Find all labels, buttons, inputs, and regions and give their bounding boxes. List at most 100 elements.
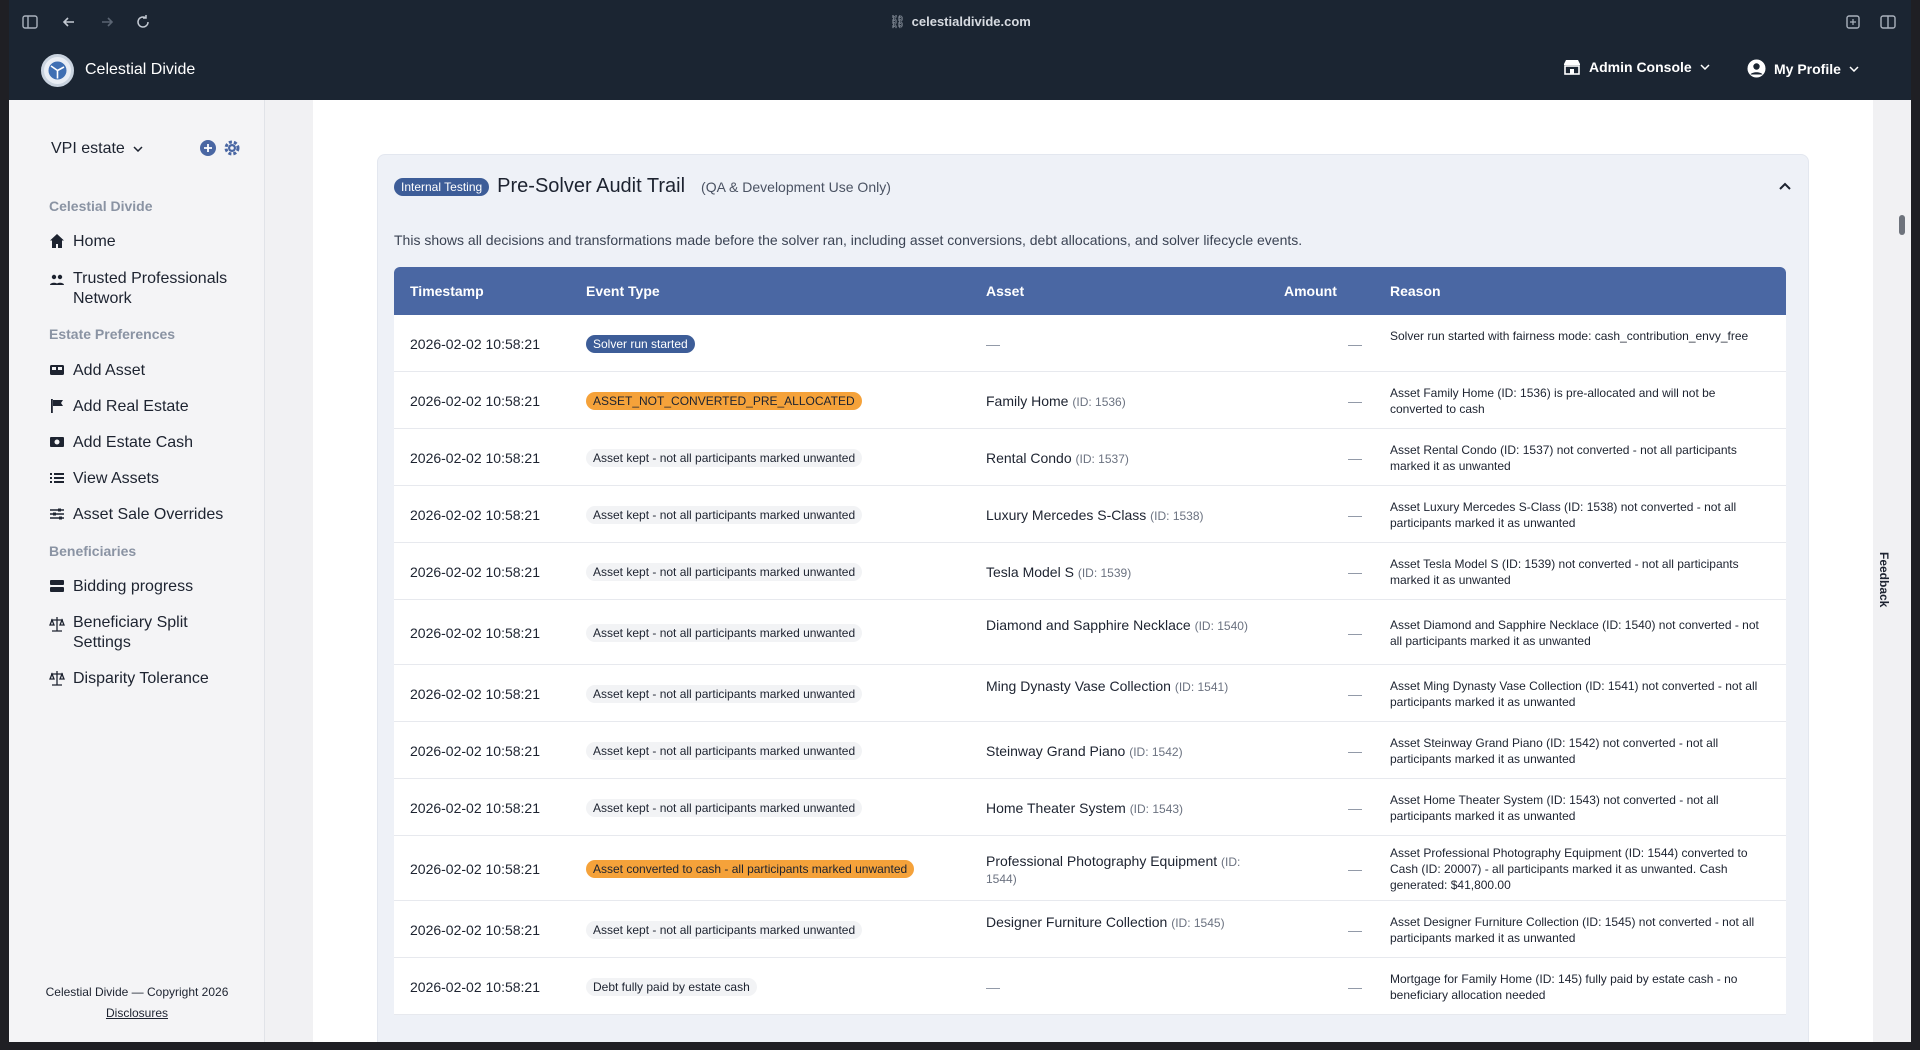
back-icon[interactable] [61, 14, 77, 30]
amount-cell: — [1348, 685, 1362, 702]
sidebar-item-disparity-tolerance[interactable]: Disparity Tolerance [49, 669, 209, 689]
event-type-cell: Asset kept - not all participants marked… [586, 623, 863, 642]
amount-cell: — [1348, 506, 1362, 523]
event-badge: ASSET_NOT_CONVERTED_PRE_ALLOCATED [586, 391, 862, 410]
event-type-cell: Debt fully paid by estate cash [586, 977, 757, 996]
asset-cell: Steinway Grand Piano (ID: 1542) [986, 743, 1251, 760]
scrollbar-thumb[interactable] [1899, 215, 1905, 235]
event-badge: Asset kept - not all participants marked… [586, 798, 863, 817]
column-header-event-type[interactable]: Event Type [586, 283, 660, 299]
event-type-cell: Solver run started [586, 334, 695, 353]
sidebar-item-add-real-estate[interactable]: Add Real Estate [49, 397, 189, 417]
table-row: 2026-02-02 10:58:21 ASSET_NOT_CONVERTED_P… [394, 372, 1786, 429]
sidebar-section-estate-preferences: Estate Preferences [49, 326, 176, 342]
chevron-down-icon [1700, 64, 1710, 70]
sidebar-toggle-icon[interactable] [22, 14, 38, 30]
timestamp-cell: 2026-02-02 10:58:21 [410, 449, 540, 466]
event-badge: Solver run started [586, 334, 695, 353]
add-estate-icon[interactable] [199, 139, 217, 157]
reason-cell: Solver run started with fairness mode: c… [1390, 328, 1749, 343]
sidebar-item-label: Bidding progress [73, 578, 194, 595]
sidebar-item-label: Trusted Professionals Network [73, 270, 228, 307]
amount-cell: — [1348, 449, 1362, 466]
asset-name: Designer Furniture Collection [986, 913, 1168, 930]
sidebar: VPI estate Celestial Divide Home Trusted… [9, 100, 265, 1042]
sidebar-item-beneficiary-split-settings[interactable]: Beneficiary Split Settings [49, 613, 199, 653]
reason-cell: Asset Professional Photography Equipment… [1390, 845, 1748, 892]
audit-trail-subtitle: (QA & Development Use Only) [701, 178, 891, 195]
sidebar-item-trusted-professionals[interactable]: Trusted Professionals Network [49, 269, 249, 309]
event-badge: Asset kept - not all participants marked… [586, 448, 863, 467]
table-row: 2026-02-02 10:58:21 Asset kept - not all … [394, 901, 1786, 958]
admin-console-menu[interactable]: Admin Console [1563, 59, 1710, 75]
reason-cell: Asset Tesla Model S (ID: 1539) not conve… [1390, 556, 1739, 587]
sliders-icon [50, 508, 64, 520]
timestamp-cell: 2026-02-02 10:58:21 [410, 506, 540, 523]
asset-id: (ID: 1543) [1129, 801, 1184, 816]
amount-cell: — [1348, 392, 1362, 409]
asset-id: (ID: 1545) [1171, 915, 1225, 930]
address-bar[interactable]: ⛓ celestialdivide.com [9, 14, 1911, 30]
sidebar-item-add-estate-cash[interactable]: Add Estate Cash [49, 433, 193, 453]
reason-cell: Asset Rental Condo (ID: 1537) not conver… [1390, 442, 1737, 473]
estate-selector[interactable]: VPI estate [51, 140, 143, 158]
timestamp-cell: 2026-02-02 10:58:21 [410, 335, 540, 352]
link-icon: ⛓ [889, 14, 906, 29]
table-row: 2026-02-02 10:58:21 Asset kept - not all … [394, 779, 1786, 836]
scale-icon [49, 617, 65, 632]
reason-cell: Mortgage for Family Home (ID: 145) fully… [1390, 971, 1738, 1002]
timestamp-cell: 2026-02-02 10:58:21 [410, 978, 540, 995]
brand-logo-icon[interactable] [41, 54, 74, 87]
app-header: Celestial Divide Admin Console My Profil… [9, 42, 1911, 100]
reason-cell: Asset Family Home (ID: 1536) is pre-allo… [1390, 385, 1716, 416]
browser-window: ⛓ celestialdivide.com Celestial Divide Ad… [9, 0, 1911, 1042]
brand-name[interactable]: Celestial Divide [85, 61, 196, 78]
list-icon [50, 473, 64, 483]
event-badge: Asset kept - not all participants marked… [586, 562, 863, 581]
sidebar-item-add-asset[interactable]: Add Asset [49, 361, 145, 381]
gear-icon[interactable] [223, 139, 241, 157]
copyright-text: Celestial Divide — Copyright 2026 [45, 985, 229, 999]
event-badge: Debt fully paid by estate cash [586, 977, 757, 996]
share-icon[interactable] [1845, 14, 1861, 30]
column-header-reason[interactable]: Reason [1390, 283, 1441, 299]
amount-cell: — [1348, 978, 1362, 995]
my-profile-label: My Profile [1774, 60, 1841, 77]
sidebar-item-label: Add Estate Cash [73, 434, 194, 451]
sidebar-item-home[interactable]: Home [49, 232, 116, 252]
asset-cell: Tesla Model S (ID: 1539) [986, 564, 1251, 581]
amount-cell: — [1348, 860, 1362, 877]
sidebar-item-bidding-progress[interactable]: Bidding progress [49, 577, 193, 597]
asset-id: (ID: 1537) [1075, 451, 1129, 466]
feedback-tab[interactable]: Feedback [1877, 552, 1891, 608]
asset-name: Family Home [986, 392, 1069, 409]
chevron-down-icon [1849, 65, 1859, 72]
amount-cell: — [1348, 742, 1362, 759]
column-header-timestamp[interactable]: Timestamp [410, 283, 484, 299]
disclosures-link[interactable]: Disclosures [105, 1006, 168, 1020]
sidebar-item-label: View Assets [73, 470, 159, 487]
server-icon [50, 580, 64, 592]
split-view-icon[interactable] [1880, 14, 1896, 30]
asset-name: Rental Condo [986, 449, 1072, 466]
table-row: 2026-02-02 10:58:21 Debt fully paid by es… [394, 958, 1786, 1015]
content-panel: Internal Testing Pre-Solver Audit Trail … [313, 100, 1873, 1042]
my-profile-menu[interactable]: My Profile [1747, 59, 1859, 78]
audit-trail-title: Pre-Solver Audit Trail [497, 175, 686, 197]
reload-icon[interactable] [135, 14, 151, 30]
asset-name: Luxury Mercedes S-Class [986, 506, 1147, 523]
sidebar-item-asset-sale-overrides[interactable]: Asset Sale Overrides [49, 505, 223, 525]
column-header-amount[interactable]: Amount [1284, 283, 1337, 299]
sidebar-footer: Celestial Divide — Copyright 2026 Disclo… [9, 982, 265, 1024]
audit-trail-header[interactable]: Internal Testing Pre-Solver Audit Trail … [394, 175, 891, 198]
column-header-asset[interactable]: Asset [986, 283, 1025, 299]
user-circle-icon [1747, 59, 1766, 78]
asset-name: — [986, 978, 1000, 995]
estate-name: VPI estate [51, 140, 125, 157]
chevron-up-icon[interactable] [1776, 177, 1794, 195]
store-icon [1564, 60, 1580, 75]
people-icon [50, 274, 64, 285]
asset-id: (ID: 1540) [1194, 618, 1248, 633]
sidebar-item-view-assets[interactable]: View Assets [49, 469, 159, 489]
forward-icon[interactable] [99, 14, 115, 30]
